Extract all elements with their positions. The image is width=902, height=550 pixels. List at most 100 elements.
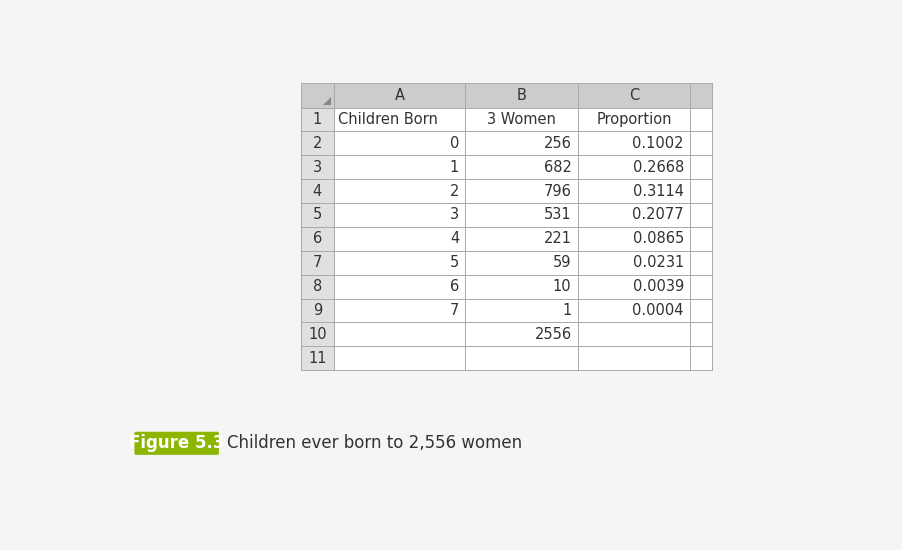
Text: 221: 221 — [544, 232, 572, 246]
Text: A: A — [394, 88, 404, 103]
Bar — [465, 322, 578, 346]
Text: 7: 7 — [313, 255, 322, 270]
Bar — [690, 322, 712, 346]
Bar — [334, 227, 465, 251]
Text: C: C — [629, 88, 639, 103]
Bar — [690, 155, 712, 179]
Text: 0.0039: 0.0039 — [632, 279, 684, 294]
Text: 0.1002: 0.1002 — [632, 136, 684, 151]
Bar — [578, 322, 690, 346]
Bar — [690, 227, 712, 251]
Text: 531: 531 — [544, 207, 572, 223]
Text: 4: 4 — [450, 232, 459, 246]
Text: 10: 10 — [308, 327, 327, 342]
Text: 9: 9 — [313, 303, 322, 318]
Bar — [334, 108, 465, 131]
Bar — [578, 251, 690, 274]
Bar — [578, 346, 690, 370]
Bar — [690, 203, 712, 227]
Bar — [465, 131, 578, 155]
Bar — [690, 179, 712, 203]
Text: 796: 796 — [544, 184, 572, 199]
Bar — [334, 346, 465, 370]
Text: 0.0865: 0.0865 — [632, 232, 684, 246]
Bar — [578, 179, 690, 203]
Text: 11: 11 — [308, 351, 327, 366]
Text: Figure 5.3: Figure 5.3 — [129, 434, 225, 452]
Bar — [301, 108, 334, 131]
Bar — [334, 131, 465, 155]
Bar — [690, 83, 712, 108]
Text: Proportion: Proportion — [596, 112, 672, 127]
Bar — [690, 299, 712, 322]
Bar — [465, 251, 578, 274]
Bar — [301, 155, 334, 179]
Text: 59: 59 — [553, 255, 572, 270]
Text: 682: 682 — [544, 160, 572, 175]
Text: 2: 2 — [313, 136, 322, 151]
Bar — [690, 108, 712, 131]
Text: 3: 3 — [313, 160, 322, 175]
Bar — [578, 108, 690, 131]
Text: 0: 0 — [450, 136, 459, 151]
Text: 6: 6 — [313, 232, 322, 246]
Bar — [578, 227, 690, 251]
FancyBboxPatch shape — [134, 432, 219, 455]
Bar — [465, 179, 578, 203]
Bar — [578, 203, 690, 227]
Text: Children Born: Children Born — [338, 112, 438, 127]
Bar — [334, 322, 465, 346]
Bar — [334, 274, 465, 299]
Bar — [334, 179, 465, 203]
Text: B: B — [517, 88, 527, 103]
Bar — [334, 251, 465, 274]
Bar — [578, 155, 690, 179]
Text: 7: 7 — [450, 303, 459, 318]
Text: 1: 1 — [450, 160, 459, 175]
Text: 0.2668: 0.2668 — [632, 160, 684, 175]
Bar — [465, 203, 578, 227]
Bar — [465, 227, 578, 251]
Bar — [690, 251, 712, 274]
Bar — [690, 131, 712, 155]
Bar — [301, 179, 334, 203]
Bar — [301, 131, 334, 155]
Text: 10: 10 — [553, 279, 572, 294]
Text: 5: 5 — [450, 255, 459, 270]
Bar — [301, 83, 334, 108]
Bar — [301, 322, 334, 346]
Bar — [301, 251, 334, 274]
Bar — [465, 299, 578, 322]
Bar — [301, 227, 334, 251]
Polygon shape — [323, 97, 330, 104]
Text: 0.0004: 0.0004 — [632, 303, 684, 318]
Bar — [301, 346, 334, 370]
Bar — [465, 108, 578, 131]
Text: 2: 2 — [450, 184, 459, 199]
Text: 2556: 2556 — [534, 327, 572, 342]
Bar — [465, 83, 578, 108]
Bar — [465, 346, 578, 370]
Text: 0.0231: 0.0231 — [632, 255, 684, 270]
Bar — [301, 203, 334, 227]
Bar — [301, 274, 334, 299]
Text: 1: 1 — [562, 303, 572, 318]
Text: 3: 3 — [450, 207, 459, 223]
Text: 256: 256 — [544, 136, 572, 151]
Bar — [690, 346, 712, 370]
Text: Children ever born to 2,556 women: Children ever born to 2,556 women — [226, 434, 521, 452]
Bar — [578, 131, 690, 155]
Text: 0.2077: 0.2077 — [632, 207, 684, 223]
Text: 1: 1 — [313, 112, 322, 127]
Bar — [690, 274, 712, 299]
Bar — [301, 346, 334, 370]
Text: 4: 4 — [313, 184, 322, 199]
Bar — [578, 274, 690, 299]
Text: 0.3114: 0.3114 — [633, 184, 684, 199]
Bar — [301, 299, 334, 322]
Bar — [334, 299, 465, 322]
Text: 6: 6 — [450, 279, 459, 294]
Text: 8: 8 — [313, 279, 322, 294]
Bar — [334, 203, 465, 227]
Text: 5: 5 — [313, 207, 322, 223]
